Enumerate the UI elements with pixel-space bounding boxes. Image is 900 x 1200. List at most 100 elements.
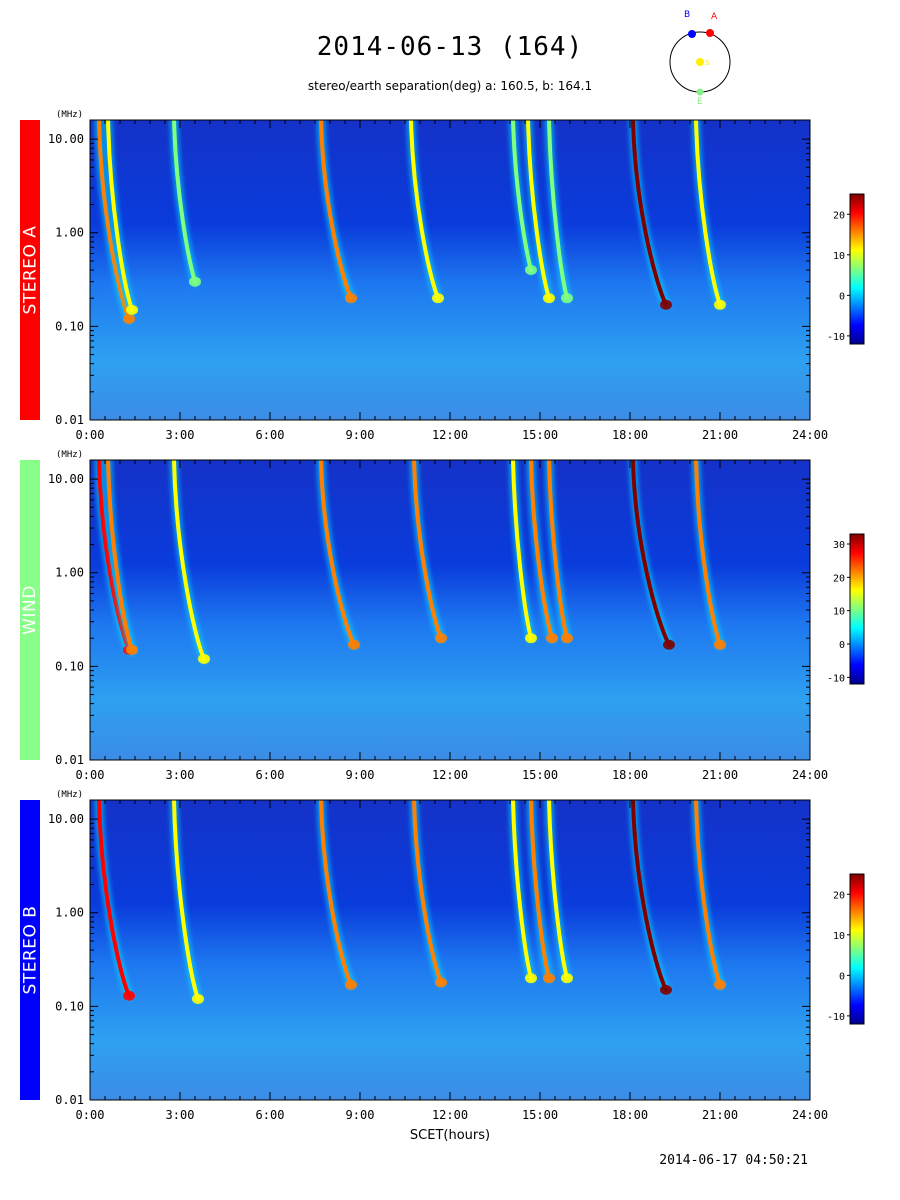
spectrogram-chart: 10.00 1.00 0.10 0.01 (MHz) 0:00 3:00 6:00 9:00 12… <box>48 450 865 782</box>
burst-peak <box>525 973 537 984</box>
spectrogram-background <box>90 800 810 1100</box>
burst-peak <box>126 304 138 315</box>
separation-subtitle: stereo/earth separation(deg) a: 160.5, b… <box>307 79 593 93</box>
colorbar-tick-label: 30 <box>833 540 845 551</box>
burst-peak <box>348 639 360 650</box>
colorbar <box>849 533 865 685</box>
colorbar-tick-label: 10 <box>833 607 845 618</box>
x-tick-label: 9:00 <box>346 1108 375 1122</box>
burst-peak <box>546 633 558 644</box>
y-tick-label: 1.00 <box>55 566 84 580</box>
burst-peak <box>714 639 726 650</box>
y-tick-label: 0.10 <box>55 319 84 333</box>
y-tick-label: 0.01 <box>55 1093 84 1107</box>
radio-burst <box>631 120 668 307</box>
wind-panel: WIND 10.00 1.00 0.10 0.01 (MHz) 0:00 3:00 6:00 9… <box>0 450 900 800</box>
sun-label: S <box>705 59 710 67</box>
spectrogram-background <box>90 460 810 760</box>
burst-peak <box>561 293 573 304</box>
colorbar-tick-label: 0 <box>839 640 845 651</box>
x-tick-label: 24:00 <box>792 1108 828 1122</box>
x-tick-label: 6:00 <box>256 428 285 442</box>
burst-peak <box>561 973 573 984</box>
radio-burst <box>529 800 551 981</box>
burst-peak <box>126 644 138 655</box>
panel-side-bar <box>20 120 40 420</box>
radio-burst <box>547 800 569 981</box>
burst-peak <box>660 984 672 995</box>
frequency-unit-label: (MHz) <box>56 450 83 460</box>
radio-burst <box>529 460 554 641</box>
x-tick-label: 3:00 <box>166 768 195 782</box>
radio-burst <box>172 120 197 284</box>
x-tick-label: 0:00 <box>76 1108 105 1122</box>
radio-burst <box>319 460 356 647</box>
y-tick-label: 0.01 <box>55 413 84 427</box>
radio-burst <box>106 460 134 652</box>
x-tick-label: 0:00 <box>76 428 105 442</box>
x-tick-label: 3:00 <box>166 1108 195 1122</box>
radio-burst <box>511 460 533 641</box>
panel-side-bar <box>20 800 40 1100</box>
x-tick-label: 18:00 <box>612 428 648 442</box>
burst-peak <box>432 293 444 304</box>
radio-burst <box>511 120 533 272</box>
radio-burst <box>412 460 443 641</box>
y-tick-label: 1.00 <box>55 226 84 240</box>
y-tick-label: 1.00 <box>55 906 84 920</box>
spectrogram-chart: 10.00 1.00 0.10 0.01 (MHz) 0:00 3:00 6:00 9:00 12… <box>48 110 865 442</box>
stereo-a-label: A <box>711 12 718 22</box>
colorbar <box>849 193 865 345</box>
x-tick-label: 24:00 <box>792 428 828 442</box>
spectrogram-background <box>90 120 810 420</box>
radio-burst <box>319 800 353 987</box>
burst-peak <box>543 293 555 304</box>
x-tick-label: 24:00 <box>792 768 828 782</box>
stereo-a-marker <box>706 29 714 37</box>
x-tick-label: 15:00 <box>522 428 558 442</box>
burst-peak <box>345 293 357 304</box>
colorbar-tick-label: -10 <box>827 673 845 684</box>
x-tick-label: 18:00 <box>612 768 648 782</box>
x-tick-label: 6:00 <box>256 768 285 782</box>
sun-marker <box>696 58 704 66</box>
x-tick-label: 9:00 <box>346 768 375 782</box>
radio-burst <box>694 120 722 307</box>
burst-peak <box>123 990 135 1001</box>
burst-peak <box>435 977 447 988</box>
radio-burst <box>319 120 353 301</box>
radio-burst <box>547 120 569 301</box>
x-tick-label: 15:00 <box>522 1108 558 1122</box>
colorbar-tick-label: 20 <box>833 890 845 901</box>
burst-peak <box>525 633 537 644</box>
radio-burst <box>97 120 131 321</box>
x-tick-label: 21:00 <box>702 1108 738 1122</box>
stereo-a-panel: STEREO A 10.00 1.00 0.10 0.01 (MHz) 0:00 3:00 6… <box>0 110 900 460</box>
radio-burst <box>409 120 440 301</box>
radio-burst <box>526 120 551 301</box>
burst-peak <box>435 633 447 644</box>
burst-peak <box>543 973 555 984</box>
burst-peak <box>345 979 357 990</box>
colorbar-tick-label: -10 <box>827 332 845 343</box>
x-tick-label: 0:00 <box>76 768 105 782</box>
x-tick-label: 21:00 <box>702 768 738 782</box>
x-tick-label: 21:00 <box>702 428 738 442</box>
x-tick-label: 12:00 <box>432 768 468 782</box>
radio-burst <box>694 800 722 987</box>
radio-burst <box>694 460 722 647</box>
frequency-unit-label: (MHz) <box>56 790 83 800</box>
y-tick-label: 10.00 <box>48 132 84 146</box>
generated-timestamp: 2014-06-17 04:50:21 <box>659 1153 808 1168</box>
burst-peak <box>561 633 573 644</box>
colorbar <box>849 873 865 1025</box>
radio-burst <box>106 120 134 312</box>
x-tick-label: 3:00 <box>166 428 195 442</box>
colorbar-tick-label: 20 <box>833 573 845 584</box>
burst-peak <box>714 299 726 310</box>
burst-peak <box>660 299 672 310</box>
burst-peak <box>189 276 201 287</box>
y-tick-label: 10.00 <box>48 812 84 826</box>
burst-peak <box>192 993 204 1004</box>
